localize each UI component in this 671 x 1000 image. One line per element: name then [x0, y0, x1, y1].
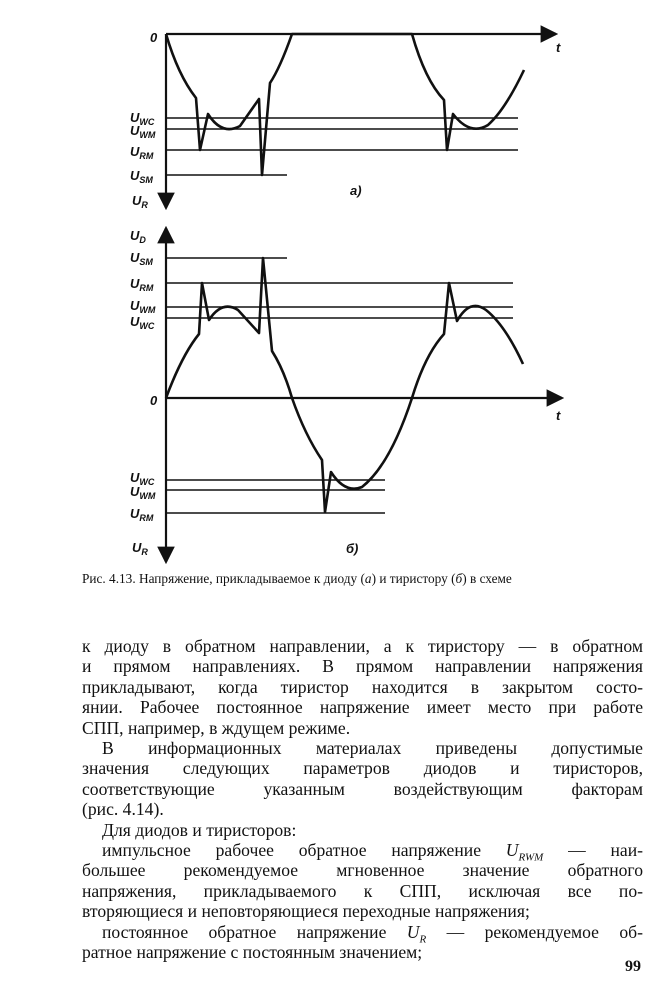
panel-label-a: a)	[350, 183, 362, 198]
text-line: большее рекомендуемое мгновенное значени…	[82, 860, 643, 881]
text-line-ur: постоянное обратное напряжение UR — реко…	[82, 921, 643, 946]
text-line: и прямом направлениях. В прямом направле…	[82, 656, 643, 677]
text-line: В информационных материалах приведены до…	[102, 738, 643, 759]
text-line: вторяющиеся и неповторяющиеся переходные…	[82, 901, 530, 922]
figure-caption: Рис. 4.13. Напряжение, прикладываемое к …	[82, 571, 647, 587]
origin-label: 0	[150, 30, 158, 45]
label-uwc: UWC	[130, 110, 155, 127]
caption-ref-a: а	[364, 571, 372, 586]
label-ur: UR	[132, 193, 148, 210]
symbol-subscript: RWM	[518, 851, 544, 864]
label-ud: UD	[130, 228, 146, 245]
body-text: к диоду в обратном направлении, а к тири…	[82, 636, 643, 963]
text-line: янии. Рабочее постоянное напряжение имее…	[82, 697, 643, 718]
voltage-waveform-figure: 0 t UWC UWM URM USM UR a) UD USM URM UWM…	[130, 25, 565, 565]
page-number: 99	[625, 958, 641, 975]
text-line: соответствующие указанным воздействующим…	[82, 778, 643, 799]
text-line: напряжения, прикладываемого к СПП, исклю…	[82, 880, 643, 901]
caption-text: ) и тиристору (	[371, 571, 456, 586]
text-line: прикладывают, когда тиристор находится в…	[82, 676, 643, 697]
text-line: к диоду в обратном направлении, а к тири…	[82, 636, 643, 656]
panel-label-b: б)	[346, 541, 358, 556]
label-lower-uwm: UWM	[130, 484, 156, 501]
waveform-a	[164, 32, 526, 177]
label-uwc: UWC	[130, 314, 155, 331]
text-line: (рис. 4.14).	[82, 799, 164, 820]
text: импульсное рабочее обратное напряжение	[102, 840, 506, 861]
caption-text: ) в схеме	[462, 571, 512, 586]
diagram-b	[157, 225, 565, 565]
text-line: Для диодов и тиристоров:	[102, 819, 297, 840]
symbol-subscript: R	[419, 933, 427, 946]
diagram-a-labels: 0 t UWC UWM URM USM UR a)	[130, 30, 561, 210]
text: — наи-	[543, 840, 643, 861]
symbol-u: U	[505, 840, 519, 861]
label-lower-urm: URM	[130, 506, 154, 523]
label-ur: UR	[132, 540, 148, 557]
origin-label: 0	[150, 393, 158, 408]
label-lower-uwc: UWC	[130, 470, 155, 487]
label-usm: USM	[130, 168, 153, 185]
text-line: СПП, например, в ждущем режиме.	[82, 717, 351, 738]
diagram-a	[157, 25, 559, 211]
label-urm: URM	[130, 144, 154, 161]
label-uwm: UWM	[130, 298, 156, 315]
caption-ref-b: б	[455, 571, 463, 586]
text-line: значения следующих параметров диодов и т…	[82, 758, 643, 779]
t-label: t	[556, 408, 561, 423]
text-line-urwm: импульсное рабочее обратное напряжение U…	[82, 840, 643, 863]
caption-text: Рис. 4.13. Напряжение, прикладываемое к …	[82, 571, 365, 586]
label-uwm: UWM	[130, 123, 156, 140]
text: — рекомендуемое об-	[426, 921, 643, 942]
diagram-b-labels: UD USM URM UWM UWC 0 t UWC UWM URM UR б)	[130, 228, 561, 557]
label-usm: USM	[130, 250, 153, 267]
t-label: t	[556, 40, 561, 55]
symbol-u: U	[406, 921, 420, 942]
label-urm: URM	[130, 276, 154, 293]
waveform-b	[164, 256, 525, 514]
text: постоянное обратное напряжение	[102, 921, 407, 942]
text-line: ратное напряжение с постоянным значением…	[82, 942, 423, 963]
